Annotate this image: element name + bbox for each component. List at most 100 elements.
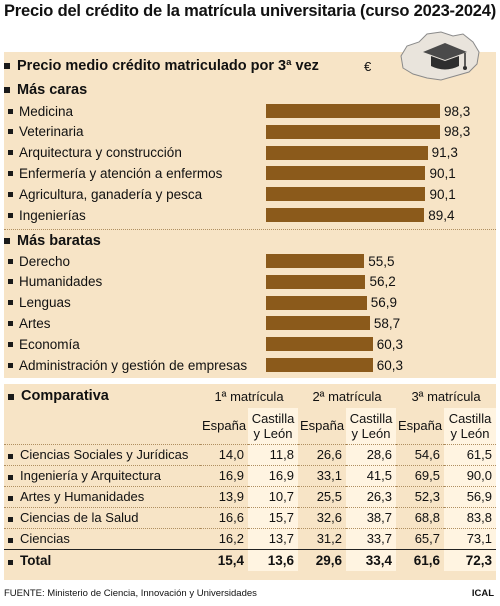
source-footer: FUENTE: Ministerio de Ciencia, Innovació… [4,588,257,599]
cyl-value-cell: 61,5 [444,443,496,465]
category-label: Veterinaria [8,122,84,142]
bullet-square [8,279,13,285]
period-header-1: 1ª matrícula [214,388,284,404]
bar [266,104,440,118]
cyl-value-cell: 33,7 [346,527,396,549]
category-label: Lenguas [8,293,71,313]
expensive-group-title: Más caras [17,82,88,98]
spain-value-cell: 14,0 [200,443,248,465]
col-spain-3: España [397,418,443,434]
bullet-square [8,108,13,114]
bar-row: Medicina 98,3 [8,101,492,121]
currency-label: € [364,59,372,74]
comparison-header-row: Comparativa 1ª matrícula 2ª matrícula 3ª… [4,384,496,408]
bar-value-label: 56,2 [369,274,396,290]
bullet-square [8,258,13,264]
bar [266,274,366,289]
period-header-3: 3ª matrícula [411,388,481,404]
bullet-square [4,63,10,69]
bullet-square [8,475,13,480]
bar-row: Ingenierías 89,4 [8,205,492,225]
comparison-row: Ciencias Sociales y Jurídicas 14,0 11,8 26,… [4,443,496,465]
spain-value-cell: 16,6 [200,506,248,528]
category-label-text: Arquitectura y construcción [19,145,182,161]
col-spain-1: España [201,418,247,434]
comparison-row: Artes y Humanidades 13,9 10,7 25,5 26,3 52,3 5… [4,485,496,507]
row-label: Total [4,548,200,571]
spain-value-cell: 68,8 [396,506,444,528]
bar-value-label: 55,5 [368,253,395,269]
spain-value-cell: 52,3 [396,485,444,507]
category-label-text: Enfermería y atención a enfermos [19,165,223,181]
category-label: Arquitectura y construcción [8,143,182,163]
category-label-text: Administración y gestión de empresas [19,357,248,373]
bullet-square [8,150,13,156]
col-spain-2: España [299,418,345,434]
bar [266,316,370,331]
bar [266,187,426,202]
bar-row: Humanidades 56,2 [8,272,492,292]
category-label: Economía [8,334,80,354]
bar [266,254,365,268]
expensive-group-header: Más caras [4,79,87,101]
cyl-value-cell: 90,0 [444,464,496,486]
cheap-group-title: Más baratas [17,233,101,249]
spain-value-cell: 26,6 [298,443,346,465]
bullet-square [8,320,13,326]
bar-row: Arquitectura y construcción 91,3 [8,143,492,163]
cyl-value-cell: 72,3 [444,548,496,571]
bar-value-label: 98,3 [444,103,471,119]
cyl-value-cell: 38,7 [346,506,396,528]
comparison-row: Ciencias 16,2 13,7 31,2 33,7 65,7 73,1 [4,527,496,549]
bullet-square [8,362,13,368]
bullet-square [8,170,13,176]
cyl-value-cell: 15,7 [248,506,298,528]
cyl-value-cell: 33,4 [346,548,396,571]
category-label: Agricultura, ganadería y pesca [8,184,202,204]
spain-value-cell: 65,7 [396,527,444,549]
spain-value-cell: 16,2 [200,527,248,549]
category-label-text: Lenguas [19,295,71,311]
cyl-value-cell: 83,8 [444,506,496,528]
price-section-header: Precio medio crédito matriculado por 3ª … [4,55,319,77]
category-label-text: Agricultura, ganadería y pesca [19,186,203,202]
spain-value-cell: 69,5 [396,464,444,486]
spain-value-cell: 29,6 [298,548,346,571]
category-label: Humanidades [8,272,102,292]
category-label: Ingenierías [8,205,86,225]
bullet-square [8,559,13,565]
agency-credit: ICAL [471,588,494,599]
bullet-square [8,454,13,459]
col-cyl-2: Castilla y León [346,408,396,444]
bar-value-label: 56,9 [370,295,397,311]
period-header-2: 2ª matrícula [312,388,382,404]
bar-value-label: 98,3 [444,124,471,140]
comparison-table: Comparativa 1ª matrícula 2ª matrícula 3ª… [4,384,496,571]
bar-value-label: 91,3 [431,145,458,161]
bar-row: Enfermería y atención a enfermos 90,1 [8,163,492,183]
col-cyl-1: Castilla y León [248,408,298,444]
spain-value-cell: 15,4 [200,548,248,571]
row-label: Ingeniería y Arquitectura [4,464,200,486]
bullet-square [8,394,14,400]
bar-row: Lenguas 56,9 [8,293,492,313]
cyl-value-cell: 10,7 [248,485,298,507]
bullet-square [8,191,13,197]
cyl-value-cell: 56,9 [444,485,496,507]
bar-value-label: 90,1 [429,165,456,181]
comparison-title: Comparativa [4,384,200,408]
bar [266,208,425,222]
category-label-text: Derecho [19,253,71,269]
bar-value-label: 89,4 [428,207,455,223]
group-divider [4,229,496,230]
bar-row: Administración y gestión de empresas 60,3 [8,355,492,375]
bar-row: Artes 58,7 [8,313,492,333]
row-label: Ciencias [4,527,200,549]
bullet-square [8,496,13,501]
chart-title: Precio del crédito de la matrícula unive… [3,2,497,20]
bullet-square [4,87,10,93]
cyl-value-cell: 13,6 [248,548,298,571]
col-cyl-3: Castilla y León [444,408,496,444]
row-label: Ciencias de la Salud [4,506,200,528]
price-section-title: Precio medio crédito matriculado por 3ª … [17,58,319,74]
